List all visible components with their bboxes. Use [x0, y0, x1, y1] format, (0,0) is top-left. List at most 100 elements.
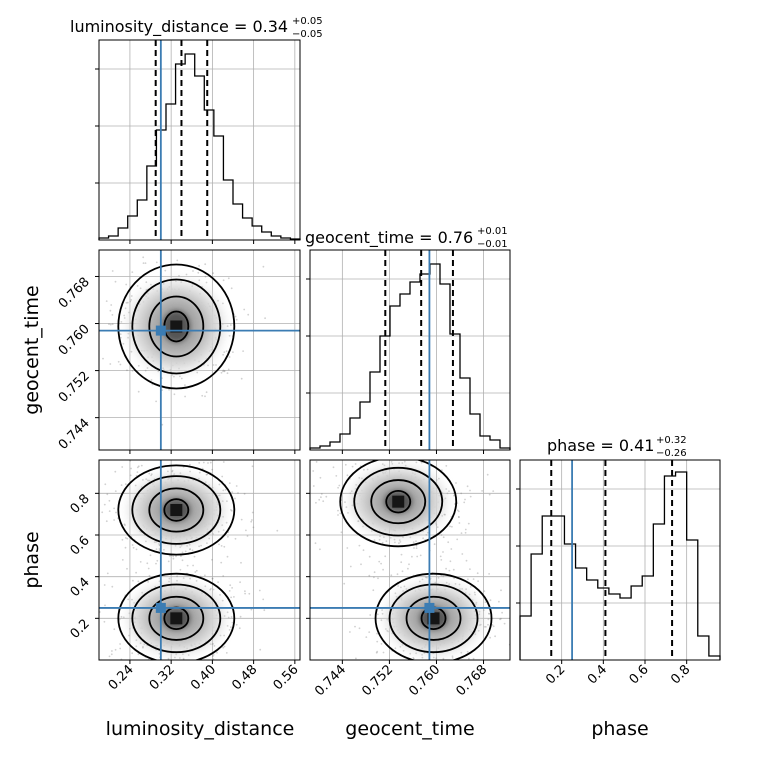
sample-point	[164, 269, 167, 272]
sample-point	[401, 462, 404, 464]
sample-point	[512, 602, 514, 604]
sample-point	[172, 557, 175, 560]
sample-point	[113, 519, 115, 521]
xlabel-phase: phase	[591, 718, 648, 740]
sample-point	[449, 671, 451, 673]
sample-point	[368, 574, 371, 577]
sample-point	[332, 466, 335, 469]
sample-point	[456, 509, 459, 512]
sample-point	[189, 463, 191, 466]
sample-point	[418, 662, 420, 664]
sample-point	[440, 574, 443, 577]
sample-point	[205, 473, 208, 476]
sample-point	[109, 323, 112, 326]
sample-point	[411, 555, 413, 558]
contour-level	[370, 479, 427, 525]
sample-point	[176, 575, 179, 578]
histogram-step	[98, 53, 301, 240]
sample-point	[188, 543, 191, 546]
sample-point	[419, 554, 422, 557]
contour-level	[131, 583, 222, 654]
sample-point	[178, 275, 180, 277]
sample-point	[252, 526, 255, 529]
sample-point	[477, 580, 479, 583]
sample-point	[126, 537, 129, 540]
sample-point	[153, 541, 156, 544]
contour-level	[131, 278, 222, 375]
sample-point	[210, 587, 212, 590]
sample-point	[124, 537, 127, 539]
sample-point	[349, 492, 352, 495]
sample-point	[106, 493, 109, 496]
sample-point	[337, 514, 339, 516]
sample-point	[133, 456, 135, 458]
sample-point	[147, 567, 150, 570]
sample-point	[354, 463, 357, 465]
sample-point	[143, 224, 145, 226]
sample-point	[482, 609, 485, 612]
sample-point	[251, 465, 254, 468]
sample-point	[140, 464, 143, 467]
contour-level	[374, 572, 493, 660]
sample-point	[227, 277, 230, 280]
panel-frame	[309, 459, 511, 661]
sample-point	[441, 515, 444, 517]
sample-point	[451, 655, 454, 658]
sample-point	[222, 369, 225, 372]
sample-point	[114, 648, 117, 651]
sample-point	[455, 482, 457, 484]
sample-point	[378, 560, 381, 563]
title-luminosity-distance-sub: −0.05	[292, 29, 323, 40]
title-luminosity-distance: luminosity_distance = 0.34	[70, 17, 288, 37]
sample-point	[368, 631, 371, 633]
sample-point	[201, 394, 204, 397]
sample-point	[133, 602, 136, 604]
sample-point	[416, 661, 418, 663]
sample-point	[127, 598, 130, 601]
contour-level	[148, 487, 205, 533]
sample-point	[204, 395, 206, 398]
sample-point	[432, 656, 435, 659]
sample-point	[460, 532, 463, 534]
sample-point	[383, 536, 385, 538]
sample-point	[186, 564, 189, 567]
sample-point	[450, 548, 453, 550]
sample-point	[127, 336, 129, 339]
sample-point	[182, 653, 184, 656]
sample-point	[207, 364, 209, 367]
sample-point	[319, 548, 321, 551]
contour-level	[117, 263, 236, 390]
sample-point	[119, 336, 122, 339]
sample-point	[192, 564, 195, 567]
sample-point	[248, 592, 251, 595]
sample-point	[465, 588, 467, 591]
sample-point	[139, 642, 142, 645]
sample-point	[494, 635, 496, 638]
sample-point	[229, 584, 232, 587]
sample-point	[114, 490, 117, 492]
sample-point	[372, 668, 374, 670]
sample-point	[469, 495, 472, 498]
sample-point	[157, 405, 159, 407]
sample-point	[358, 627, 361, 630]
sample-point	[117, 360, 120, 363]
sample-point	[129, 300, 132, 303]
sample-point	[218, 494, 221, 497]
sample-point	[222, 461, 225, 463]
sample-point	[211, 577, 214, 580]
sample-point	[142, 646, 144, 649]
sample-point	[155, 261, 158, 264]
sample-point	[235, 485, 238, 487]
sample-point	[147, 581, 150, 583]
sample-point	[223, 351, 226, 353]
sample-point	[179, 568, 182, 571]
sample-point	[213, 645, 216, 647]
xlabel-geocent-time: geocent_time	[345, 718, 474, 740]
sample-point	[318, 498, 321, 501]
title-phase-sup: +0.32	[656, 435, 687, 446]
contour-level	[117, 464, 236, 556]
sample-point	[224, 488, 227, 491]
sample-point	[111, 650, 113, 652]
sample-point	[244, 592, 247, 595]
